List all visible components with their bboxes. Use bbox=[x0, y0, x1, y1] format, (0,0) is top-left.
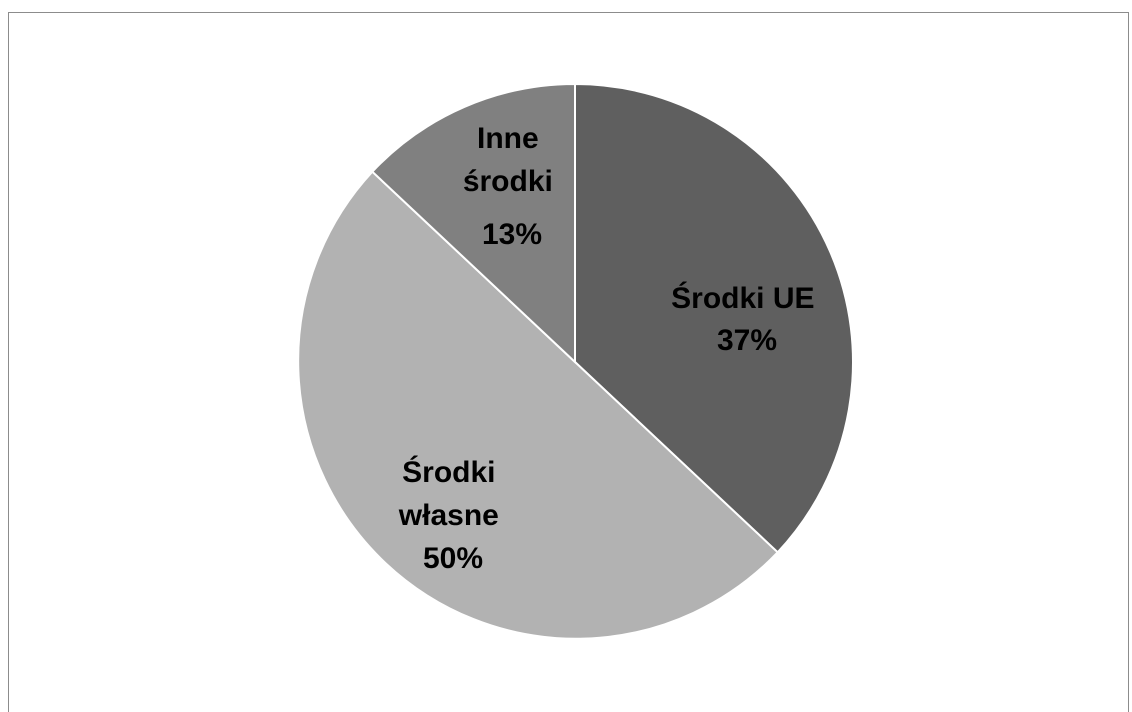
slice-label-inne-srodki-percent: 13% bbox=[482, 218, 542, 251]
slice-label-inne-srodki-line2: środki bbox=[463, 165, 553, 198]
slice-label-srodki-wlasne-line1: Środki bbox=[402, 455, 495, 489]
slice-label-srodki-wlasne-line2: własne bbox=[398, 499, 499, 532]
pie-slice-2 bbox=[370, 82, 576, 365]
pie-slices bbox=[297, 82, 854, 640]
pie-slice-1 bbox=[297, 170, 780, 640]
slice-label-inne-srodki: Inne środki 13% bbox=[463, 122, 561, 251]
slice-label-srodki-ue: Środki UE 37% bbox=[671, 281, 823, 357]
slice-label-srodki-ue-name: Środki UE bbox=[671, 281, 814, 315]
slice-label-inne-srodki-line1: Inne bbox=[477, 122, 539, 155]
slice-label-srodki-wlasne-percent: 50% bbox=[423, 542, 483, 575]
pie-slice-0 bbox=[574, 82, 854, 554]
slice-label-srodki-ue-percent: 37% bbox=[717, 324, 777, 357]
slice-label-srodki-wlasne: Środki własne 50% bbox=[398, 455, 507, 575]
pie-labels: Środki UE 37% Środki własne 50% Inne śro… bbox=[398, 122, 823, 575]
